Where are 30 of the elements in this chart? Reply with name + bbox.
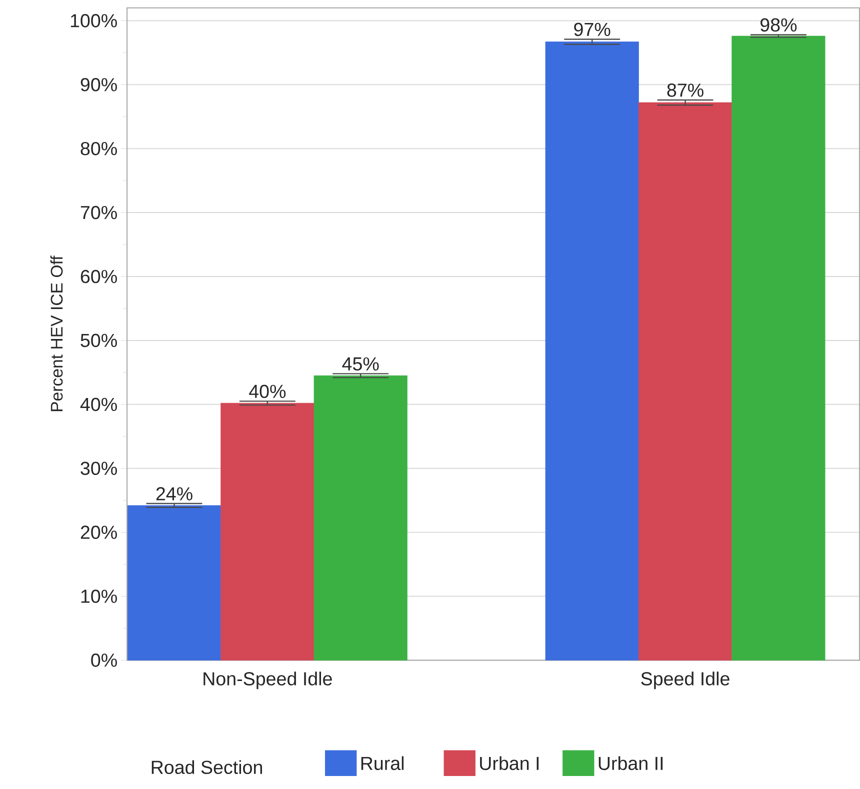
legend-label: Urban II xyxy=(598,756,663,770)
bar xyxy=(638,102,732,660)
data-label: 98% xyxy=(760,18,797,32)
bar xyxy=(314,375,408,660)
y-axis-title: Percent HEV ICE Off xyxy=(50,256,63,412)
y-tick-label: 20% xyxy=(80,526,117,540)
data-label: 97% xyxy=(574,22,610,36)
bar xyxy=(545,42,639,660)
y-tick-label: 70% xyxy=(80,206,117,220)
y-tick-label: 100% xyxy=(70,14,117,28)
data-label: 24% xyxy=(156,487,192,500)
x-tick-label: Non-Speed Idle xyxy=(204,672,332,690)
y-tick-label: 50% xyxy=(80,334,117,348)
y-tick-label: 90% xyxy=(80,78,117,92)
y-tick-label: 0% xyxy=(91,654,117,667)
legend-label: Urban I xyxy=(480,756,539,770)
data-label: 87% xyxy=(667,84,704,97)
y-tick-label: 60% xyxy=(80,270,117,284)
data-label: 45% xyxy=(342,357,379,371)
bar xyxy=(127,505,222,660)
y-tick-label: 10% xyxy=(81,590,117,603)
bar xyxy=(220,402,314,660)
y-tick-label: 40% xyxy=(80,398,117,412)
legend-title: Road Section xyxy=(152,760,262,774)
x-tick-label: Speed Idle xyxy=(641,672,730,690)
y-tick-label: 80% xyxy=(80,142,117,156)
y-tick-label: 30% xyxy=(80,462,117,476)
data-label: 40% xyxy=(249,384,286,398)
bar xyxy=(732,36,826,660)
legend-label: Rural xyxy=(361,756,404,770)
